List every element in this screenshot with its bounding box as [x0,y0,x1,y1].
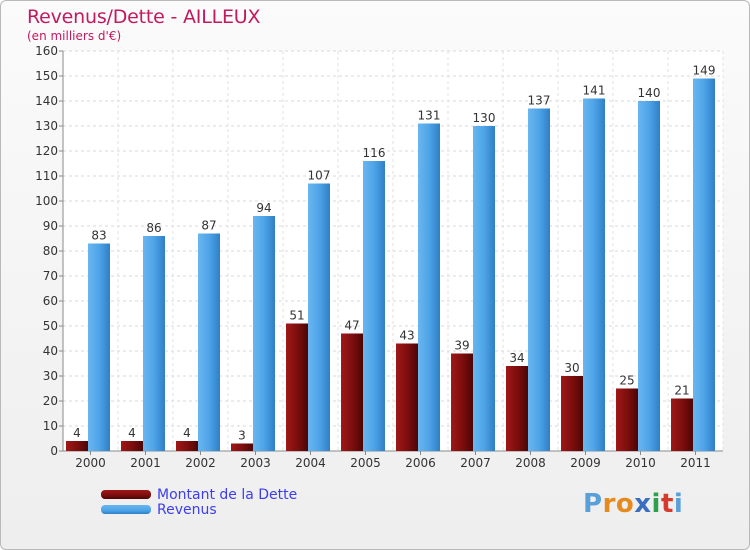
x-tick-label: 2010 [625,456,656,470]
logo-letter: P [583,489,603,519]
bar-debt [396,343,418,451]
data-label-debt: 4 [128,426,136,440]
legend-label-debt: Montant de la Dette [157,486,298,503]
chart-subtitle: (en milliers d'€) [27,29,122,43]
legend-item-revenue: Revenus [101,501,297,518]
y-tick-label: 110 [35,169,58,183]
bar-revenue [418,123,440,451]
data-label-revenue: 130 [473,111,496,125]
y-tick-label: 50 [43,319,58,333]
data-label-revenue: 86 [146,221,161,235]
y-tick-label: 130 [35,119,58,133]
bar-debt [451,353,473,451]
y-tick-label: 150 [35,69,58,83]
bar-debt [231,443,253,451]
x-tick-label: 2008 [515,456,546,470]
legend: Montant de la Dette Revenus [101,486,298,518]
data-label-debt: 51 [289,309,304,323]
proxiti-logo: Proxiti [583,489,683,519]
bar-revenue [198,233,220,451]
logo-letter: o [615,489,635,519]
bar-revenue [473,126,495,451]
y-tick-label: 10 [43,419,58,433]
y-tick-label: 160 [35,44,58,58]
bar-revenue [583,98,605,451]
y-tick-label: 120 [35,144,58,158]
data-label-debt: 3 [238,429,246,443]
data-label-debt: 34 [509,351,524,365]
x-tick-label: 2011 [680,456,711,470]
y-tick-label: 60 [43,294,58,308]
bar-debt [176,441,198,451]
y-tick-label: 90 [43,219,58,233]
data-label-revenue: 116 [363,146,386,160]
data-label-revenue: 107 [308,169,331,183]
data-label-revenue: 94 [256,201,271,215]
bar-revenue [253,216,275,451]
y-tick-label: 40 [43,344,58,358]
bar-revenue [143,236,165,451]
y-tick-label: 140 [35,94,58,108]
y-tick-label: 80 [43,244,58,258]
legend-swatch-revenue [101,505,151,514]
x-tick-label: 2003 [240,456,271,470]
logo-letter: x [634,489,652,519]
bar-revenue [308,183,330,451]
bar-revenue [88,243,110,451]
y-tick-label: 0 [50,444,58,458]
data-label-revenue: 149 [693,64,716,78]
data-label-debt: 21 [674,384,689,398]
bar-debt [66,441,88,451]
legend-label-revenue: Revenus [157,501,217,518]
legend-swatch-debt [101,490,151,499]
data-label-revenue: 141 [583,84,606,98]
data-label-debt: 4 [73,426,81,440]
data-label-revenue: 87 [201,219,216,233]
x-tick-label: 2005 [350,456,381,470]
bar-debt [561,376,583,451]
x-tick-label: 2001 [130,456,161,470]
x-tick-label: 2006 [405,456,436,470]
data-label-debt: 39 [454,339,469,353]
x-tick-label: 2004 [295,456,326,470]
data-label-debt: 25 [619,374,634,388]
bar-debt [506,366,528,451]
data-label-debt: 30 [564,361,579,375]
x-tick-label: 2009 [570,456,601,470]
data-label-revenue: 131 [418,109,441,123]
bar-revenue [528,108,550,451]
logo-letter: t [660,489,674,519]
data-label-revenue: 140 [638,86,661,100]
logo-letter: i [673,489,684,519]
data-label-debt: 4 [183,426,191,440]
data-label-revenue: 137 [528,94,551,108]
chart-title: Revenus/Dette - AILLEUX [27,6,261,28]
bar-debt [671,398,693,451]
bar-debt [121,441,143,451]
x-tick-label: 2000 [75,456,106,470]
y-tick-label: 30 [43,369,58,383]
y-tick-label: 20 [43,394,58,408]
bar-debt [616,388,638,451]
bar-revenue [638,101,660,451]
logo-letter: i [651,489,661,519]
bar-revenue [363,161,385,451]
bar-revenue [693,78,715,451]
data-label-debt: 43 [399,329,414,343]
y-tick-label: 70 [43,269,58,283]
legend-item-debt: Montant de la Dette [101,486,298,503]
bar-debt [286,323,308,451]
bar-debt [341,333,363,451]
x-tick-label: 2002 [185,456,216,470]
y-tick-label: 100 [35,194,58,208]
data-label-debt: 47 [344,319,359,333]
x-tick-label: 2007 [460,456,491,470]
logo-letter: r [602,489,616,519]
data-label-revenue: 83 [91,229,106,243]
